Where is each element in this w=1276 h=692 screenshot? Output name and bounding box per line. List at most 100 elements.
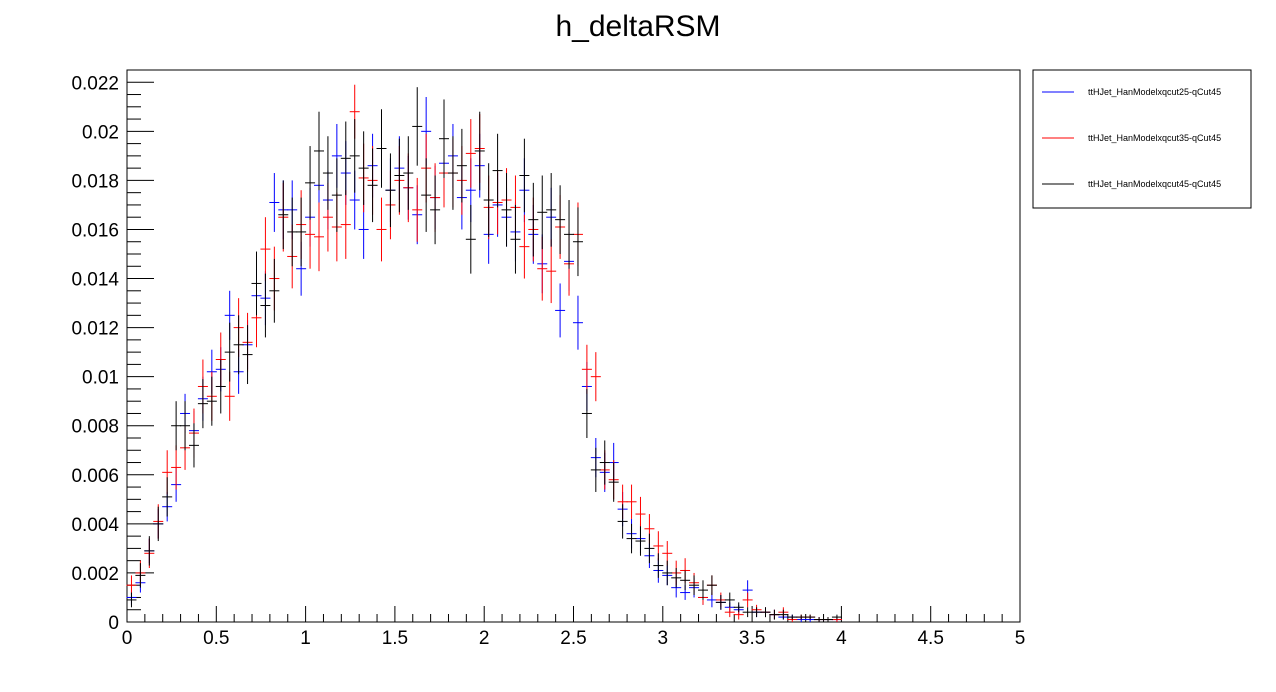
data-point: [349, 119, 360, 193]
data-point: [242, 325, 253, 385]
data-point: [778, 609, 789, 620]
data-point: [421, 158, 432, 232]
data-point: [144, 536, 155, 566]
data-point: [331, 158, 342, 232]
data-point: [305, 146, 316, 220]
x-tick-label: 3.5: [739, 628, 765, 649]
data-point: [662, 560, 673, 586]
data-point: [537, 175, 548, 250]
data-point: [340, 190, 351, 259]
x-tick-label: 0.5: [203, 628, 229, 649]
data-point: [153, 506, 164, 542]
data-point: [322, 136, 333, 210]
x-tick-label: 0: [122, 628, 133, 649]
data-point: [313, 111, 324, 191]
y-tick-label: 0.006: [71, 466, 119, 487]
y-tick-label: 0.008: [71, 417, 119, 438]
legend-entry: ttHJet_HanModelxqcut35-qCut45: [1088, 133, 1221, 143]
data-point: [439, 99, 450, 178]
x-tick-label: 1: [300, 628, 311, 649]
legend-entry: ttHJet_HanModelxqcut25-qCut45: [1088, 87, 1221, 97]
data-point: [376, 109, 387, 188]
data-point: [233, 315, 244, 375]
data-point: [385, 153, 396, 228]
x-tick-label: 2: [479, 628, 490, 649]
series-layer: [126, 84, 842, 622]
data-point: [224, 322, 235, 382]
legend-box: [1032, 69, 1252, 209]
data-point: [367, 148, 378, 223]
data-point: [742, 607, 753, 618]
data-point: [188, 423, 199, 468]
data-point: [706, 575, 717, 596]
data-point: [492, 133, 503, 208]
legend-entry: ttHJet_HanModelxqcut45-qCut45: [1088, 179, 1221, 189]
data-point: [465, 204, 476, 274]
data-point: [519, 138, 530, 213]
data-point: [635, 526, 646, 556]
data-point: [546, 239, 557, 304]
data-point: [796, 614, 807, 620]
plot-frame: [126, 69, 1021, 623]
data-point: [751, 607, 762, 618]
data-point: [831, 614, 842, 620]
y-tick-label: 0.02: [82, 122, 119, 143]
y-tick-label: 0.016: [71, 220, 119, 241]
data-point: [126, 575, 137, 596]
data-point: [412, 87, 423, 166]
x-axis: 0 0.5 1 1.5 2 2.5 3 3.5 4 4.5 5: [122, 606, 1026, 649]
y-tick-label: 0.002: [71, 564, 119, 585]
data-point: [483, 163, 494, 237]
x-tick-label: 4: [836, 628, 847, 649]
data-point: [465, 119, 476, 188]
data-point: [501, 173, 512, 247]
data-point: [564, 200, 575, 269]
data-point: [126, 592, 137, 608]
data-point: [724, 592, 735, 608]
series-3: [126, 87, 842, 622]
data-point: [689, 575, 700, 596]
data-point: [626, 484, 637, 519]
data-point: [555, 185, 566, 254]
y-tick-label: 0.004: [71, 515, 119, 536]
data-point: [555, 283, 566, 338]
data-point: [546, 173, 557, 247]
y-tick-label: 0.014: [71, 270, 119, 291]
data-point: [599, 440, 610, 485]
data-point: [171, 445, 182, 490]
x-tick-label: 1.5: [382, 628, 408, 649]
data-point: [581, 344, 592, 394]
data-point: [180, 401, 191, 451]
data-point: [260, 273, 271, 338]
x-tick-label: 5: [1015, 628, 1026, 649]
y-tick-label: 0.018: [71, 171, 119, 192]
data-point: [671, 568, 682, 588]
data-point: [724, 607, 735, 618]
data-point: [162, 477, 173, 517]
y-tick-label: 0.022: [71, 73, 119, 94]
data-point: [287, 197, 298, 267]
x-tick-label: 2.5: [560, 628, 586, 649]
data-point: [278, 180, 289, 250]
data-point: [805, 614, 816, 620]
data-point: [697, 580, 708, 600]
data-point: [581, 388, 592, 438]
data-point: [608, 462, 619, 502]
data-point: [358, 131, 369, 205]
data-point: [572, 207, 583, 277]
data-point: [814, 617, 825, 622]
data-point: [590, 352, 601, 402]
data-point: [296, 197, 307, 267]
y-tick-label: 0.012: [71, 319, 119, 340]
data-point: [215, 359, 226, 414]
data-point: [590, 447, 601, 492]
data-point: [617, 504, 628, 539]
x-tick-label: 4.5: [917, 628, 943, 649]
data-point: [635, 496, 646, 532]
data-point: [644, 533, 655, 564]
data-point: [474, 111, 485, 191]
data-point: [769, 609, 780, 620]
data-point: [313, 202, 324, 272]
data-point: [680, 570, 691, 591]
y-tick-label: 0: [108, 613, 119, 634]
